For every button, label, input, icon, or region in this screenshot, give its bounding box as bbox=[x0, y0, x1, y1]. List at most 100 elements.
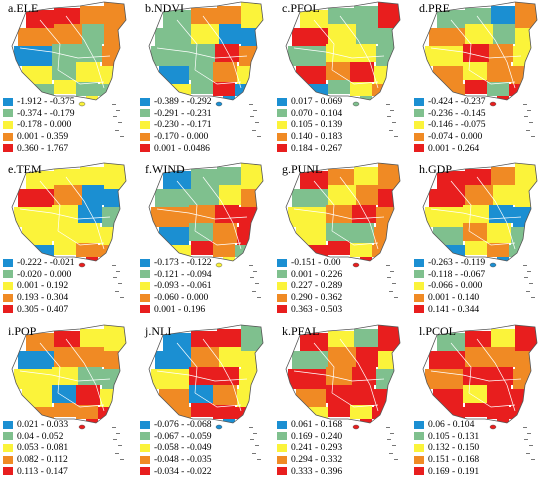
china-map bbox=[422, 162, 538, 298]
map-region bbox=[151, 369, 189, 389]
legend-item: -0.291 - -0.231 bbox=[140, 108, 252, 120]
map-region bbox=[191, 8, 217, 24]
legend-swatch bbox=[140, 97, 150, 106]
province-boundary bbox=[202, 176, 234, 224]
province-boundary bbox=[331, 69, 379, 85]
map-region bbox=[189, 223, 213, 241]
legend-swatch bbox=[140, 455, 150, 464]
legend-item: -0.060 - 0.000 bbox=[140, 292, 252, 304]
map-region bbox=[22, 66, 52, 84]
island-dash bbox=[389, 453, 393, 454]
map-region bbox=[52, 223, 76, 241]
map-region bbox=[86, 419, 98, 423]
legend-swatch bbox=[140, 420, 150, 429]
map-region bbox=[465, 80, 487, 94]
map-region bbox=[191, 80, 213, 94]
legend-swatch bbox=[277, 270, 287, 279]
legend-label: -0.178 - 0.000 bbox=[17, 119, 72, 131]
legend-swatch bbox=[3, 455, 13, 464]
map-region bbox=[213, 62, 237, 82]
province-boundary bbox=[57, 392, 105, 408]
country-outline bbox=[148, 162, 264, 262]
legend-label: 0.070 - 0.104 bbox=[291, 107, 343, 119]
legend-label: -0.020 - 0.000 bbox=[17, 268, 72, 280]
map-region bbox=[378, 163, 400, 189]
map-region bbox=[300, 171, 328, 189]
legend-item: 0.227 - 0.289 bbox=[277, 280, 389, 292]
province-boundary bbox=[57, 69, 105, 85]
map-region bbox=[491, 6, 515, 24]
province-boundary bbox=[232, 384, 242, 412]
map-region bbox=[328, 24, 356, 44]
legend-label: 0.053 - 0.081 bbox=[17, 442, 69, 454]
map-region bbox=[328, 185, 356, 205]
map-region bbox=[487, 405, 509, 419]
island-dash bbox=[524, 277, 528, 278]
map-region bbox=[326, 367, 352, 385]
map-region bbox=[235, 407, 249, 419]
map-region bbox=[288, 369, 326, 389]
province-boundary bbox=[506, 61, 516, 89]
island-dash bbox=[386, 427, 390, 428]
province-boundary bbox=[339, 338, 371, 386]
legend-item: -0.173 - -0.122 bbox=[140, 257, 252, 269]
map-region bbox=[54, 403, 76, 417]
china-map bbox=[148, 324, 264, 460]
legend-swatch bbox=[414, 132, 424, 141]
legend-label: -0.066 - 0.000 bbox=[428, 280, 483, 292]
map-panel: l.PCOL 0.06 - 0.104 0.105 - 0.131 0.132 - 0… bbox=[411, 323, 548, 484]
island-dash bbox=[115, 453, 119, 454]
hainan-island bbox=[78, 424, 86, 430]
legend-label: -0.146 - -0.075 bbox=[428, 119, 486, 131]
map-region bbox=[100, 66, 116, 84]
map-legend: 0.06 - 0.104 0.105 - 0.131 0.132 - 0.150 0.… bbox=[414, 419, 526, 477]
map-region bbox=[76, 243, 98, 257]
legend-item: 0.363 - 0.503 bbox=[277, 303, 389, 315]
island-dash bbox=[250, 116, 254, 117]
province-boundary bbox=[39, 180, 61, 232]
map-region bbox=[78, 44, 102, 62]
map-region bbox=[163, 10, 191, 28]
legend-label: 0.001 - 0.192 bbox=[17, 280, 69, 292]
island-dash bbox=[527, 110, 531, 111]
panel-title: e.TEM bbox=[8, 162, 42, 176]
map-region bbox=[163, 171, 191, 189]
legend-label: 0.305 - 0.407 bbox=[17, 303, 69, 315]
legend-label: -0.151 - 0.00 bbox=[291, 257, 341, 269]
panel-title: k.PFAL bbox=[282, 324, 320, 338]
map-region bbox=[437, 333, 465, 351]
legend-label: -0.060 - 0.000 bbox=[154, 292, 209, 304]
panel-title: i.POP bbox=[8, 324, 37, 338]
legend-label: -0.374 - -0.179 bbox=[17, 107, 75, 119]
legend-label: 0.141 - 0.344 bbox=[428, 303, 480, 315]
province-boundary bbox=[19, 370, 111, 382]
map-region bbox=[356, 24, 378, 44]
island-dash bbox=[113, 439, 117, 440]
island-dash bbox=[249, 427, 253, 428]
map-region bbox=[52, 44, 78, 62]
map-region bbox=[489, 367, 513, 385]
map-region bbox=[326, 205, 352, 223]
legend-label: 0.061 - 0.168 bbox=[291, 419, 343, 431]
legend-item: -0.093 - -0.061 bbox=[140, 280, 252, 292]
map-region bbox=[191, 347, 219, 367]
island-dash bbox=[531, 136, 535, 137]
legend-swatch bbox=[140, 443, 150, 452]
map-region bbox=[237, 66, 253, 84]
map-region bbox=[237, 227, 253, 245]
country-outline bbox=[285, 324, 401, 424]
map-region bbox=[350, 405, 372, 419]
province-boundary bbox=[194, 69, 242, 85]
map-panel: c.PFOL 0.017 - 0.069 0.070 - 0.104 0.105 - … bbox=[274, 0, 411, 161]
map-region bbox=[328, 331, 354, 347]
map-region bbox=[356, 347, 378, 367]
map-region bbox=[217, 167, 241, 185]
map-region bbox=[429, 28, 465, 46]
map-region bbox=[372, 407, 386, 419]
map-region bbox=[300, 10, 328, 28]
province-boundary bbox=[468, 69, 516, 85]
map-region bbox=[515, 189, 533, 207]
map-region bbox=[487, 223, 511, 243]
legend-swatch bbox=[140, 281, 150, 290]
map-region bbox=[374, 227, 390, 245]
